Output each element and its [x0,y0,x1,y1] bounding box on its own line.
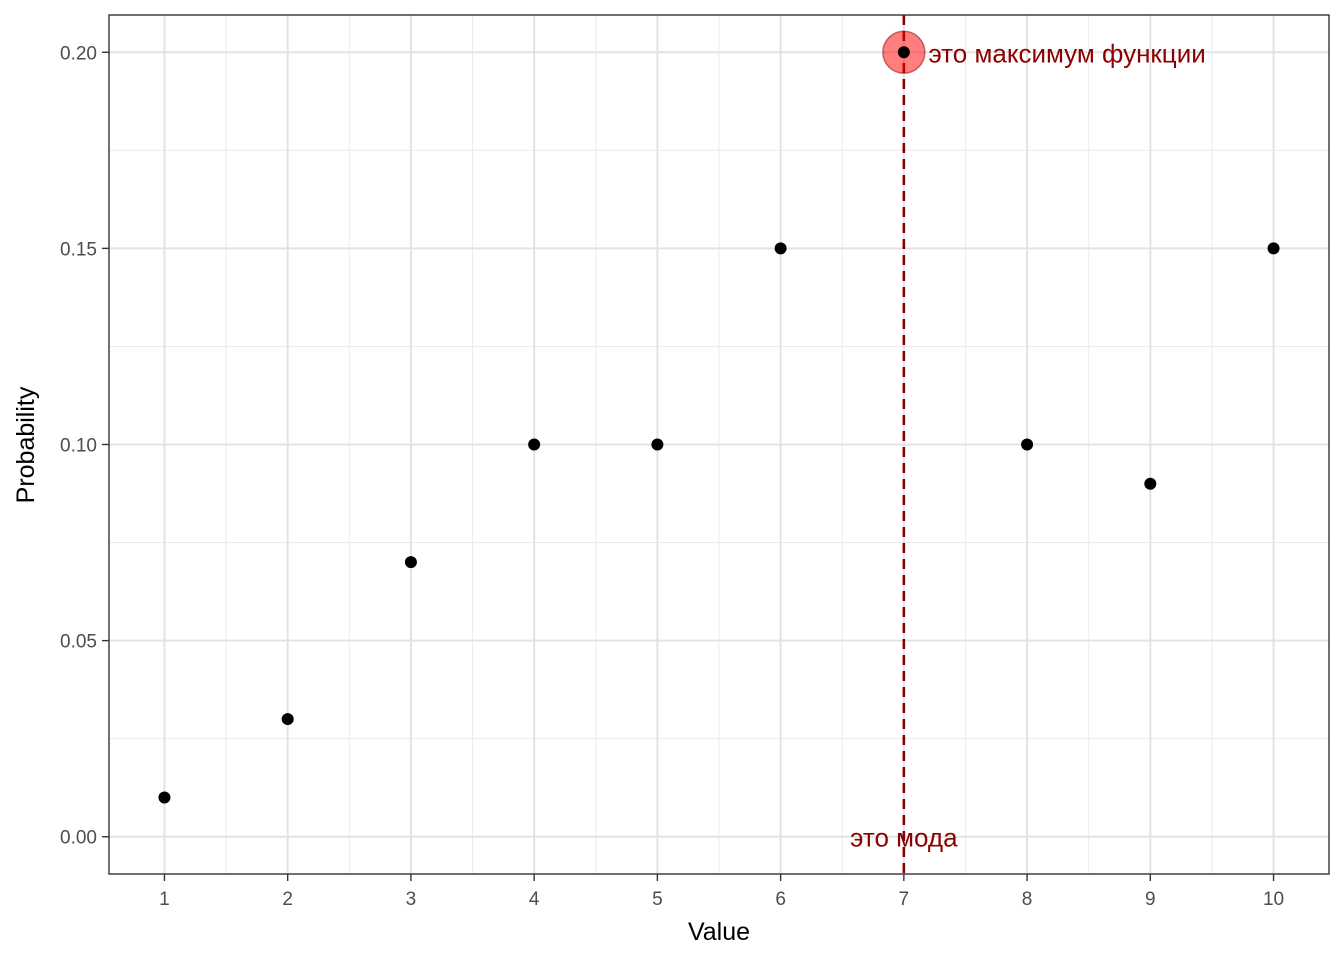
x-tick-label: 8 [1022,889,1033,910]
x-tick-label: 1 [159,889,170,910]
data-points [158,46,1280,804]
y-axis: 0.00 0.05 0.10 0.15 0.20 [60,43,109,849]
data-point [404,556,417,569]
mode-label: это мода [850,823,958,853]
major-gridlines [109,15,1329,874]
data-point [1144,477,1157,490]
max-label: это максимум функции [928,38,1205,68]
data-point [651,438,664,451]
x-tick-label: 2 [282,889,293,910]
x-tick-label: 7 [899,889,910,910]
x-axis: 1 2 3 4 5 6 7 8 9 10 [159,874,1284,910]
y-axis-title: Probability [12,386,40,503]
x-tick-label: 4 [529,889,540,910]
y-tick-label: 0.00 [60,828,97,849]
data-point [897,46,910,59]
x-tick-label: 5 [652,889,663,910]
data-point [158,791,171,804]
y-tick-label: 0.05 [60,632,97,653]
x-tick-label: 9 [1145,889,1156,910]
y-tick-label: 0.10 [60,436,97,457]
data-point [1021,438,1034,451]
data-point [774,242,787,255]
x-tick-label: 6 [775,889,786,910]
data-point [281,713,294,726]
data-point [528,438,541,451]
x-axis-title: Value [688,918,750,946]
x-tick-label: 10 [1263,889,1284,910]
annotations: это максимум функции это мода [850,38,1206,852]
y-tick-label: 0.20 [60,43,97,64]
data-point [1267,242,1280,255]
y-tick-label: 0.15 [60,239,97,260]
x-tick-label: 3 [406,889,417,910]
